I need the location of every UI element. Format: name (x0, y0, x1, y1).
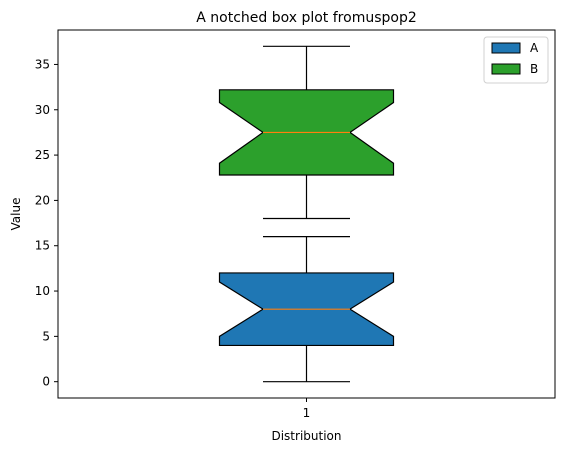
x-tick-label: 1 (303, 406, 311, 420)
box-series-A (218, 236, 395, 383)
x-axis-title: Distribution (271, 429, 341, 443)
legend: AB (483, 36, 549, 84)
y-tick-label: 25 (35, 148, 50, 162)
box-series-B (218, 45, 395, 220)
legend-label-A: A (530, 41, 539, 55)
plot-frame (57, 29, 556, 399)
legend-swatch-A (491, 42, 521, 54)
ticks-layer: 0 5 10 15 20 25 30 35 1 (35, 57, 311, 420)
chart-title: A notched box plot fromuspop2 (196, 10, 417, 26)
y-tick-label: 15 (35, 239, 50, 253)
y-tick-label: 35 (35, 57, 50, 71)
boxes-layer (218, 45, 395, 383)
y-tick-label: 10 (35, 284, 50, 298)
y-tick-label: 0 (42, 375, 50, 389)
y-axis-title: Value (9, 198, 23, 231)
legend-swatch-B (491, 63, 521, 75)
y-tick-label: 20 (35, 193, 50, 207)
y-tick-label: 5 (42, 329, 50, 343)
legend-label-B: B (530, 62, 538, 76)
y-tick-label: 30 (35, 103, 50, 117)
